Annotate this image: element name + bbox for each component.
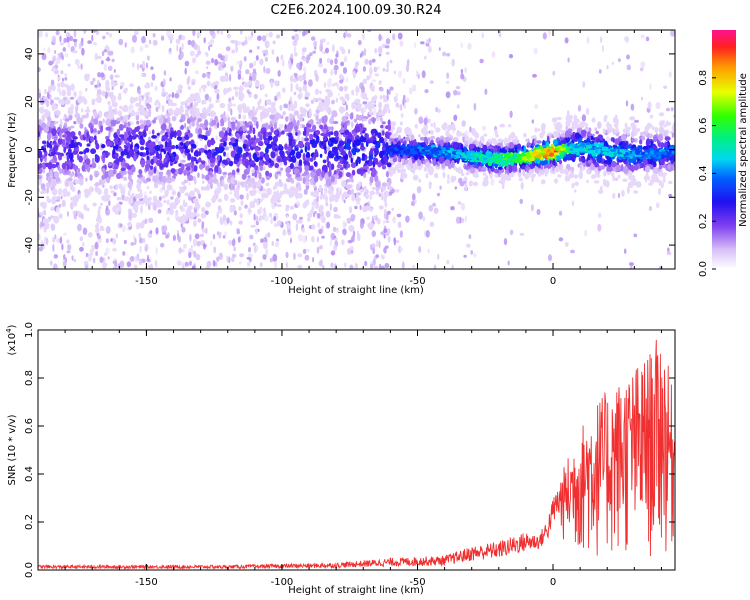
spectrogram-ytick-label: -20 [24,189,35,205]
spectrogram-ylabel: Frequency (Hz) [7,112,18,188]
colorbar-label: Normalized spectral amplitude [738,73,749,227]
snr-ytick-label: 0.6 [24,418,35,434]
spectrogram-ytick-label: 0 [24,146,35,152]
snr-frame [37,329,676,571]
snr-xtick-label: 0 [550,577,556,588]
snr-panel: -150 -100 -50 0 0.0 0.2 0.4 0.6 0.8 1.0 Height of… [5,322,676,596]
colorbar: 0.0 0.2 0.4 0.6 0.8 Normalized spectral ampl… [698,30,749,277]
colorbar-tick-label: 0.4 [698,165,709,181]
spectrogram-heatmap [38,30,675,269]
snr-ytick-label: 1.0 [24,322,35,338]
spectrogram-xtick-label: 0 [550,276,556,287]
snr-yscale-close: ) [7,324,18,328]
spectrogram-xtick-label: -50 [409,276,425,287]
colorbar-tick-label: 0.2 [698,213,709,229]
colorbar-ticks: 0.0 0.2 0.4 0.6 0.8 [698,70,716,277]
snr-yscale-base: (x10 [7,333,18,356]
snr-series-line [38,339,675,570]
figure-title: C2E6.2024.100.09.30.R24 [270,3,441,18]
spectrogram-ytick-label: 40 [24,48,35,61]
snr-line-series [38,339,675,570]
spectrogram-panel: -150 -100 -50 0 -40 -20 0 20 40 Height of straig… [7,29,676,296]
snr-xtick-label: -100 [271,577,294,588]
spectrogram-xlabel: Height of straight line (km) [288,285,424,296]
spectrogram-xtick-label: -150 [135,276,158,287]
snr-yscale-exp: 4 [5,328,13,333]
colorbar-tick-label: 0.0 [698,261,709,277]
snr-ytick-label: 0.8 [24,370,35,386]
snr-xtick-label: -150 [135,577,158,588]
snr-ytick-label: 0.2 [24,514,35,530]
colorbar-gradient [712,30,736,269]
snr-xlabel: Height of straight line (km) [288,585,424,596]
snr-ytick-label: 0.4 [24,466,35,482]
snr-xtick-label: -50 [409,577,425,588]
snr-yscale-label: (x104) [5,324,18,355]
spectrogram-xtick-label: -100 [271,276,294,287]
spectrogram-ytick-label: -40 [24,237,35,253]
spectrogram-ytick-label: 20 [24,95,35,108]
colorbar-tick-label: 0.8 [698,70,709,86]
snr-ytick-label: 0.0 [24,562,35,578]
snr-ylabel: SNR (10 * v/v) [7,414,18,485]
snr-axes: -150 -100 -50 0 0.0 0.2 0.4 0.6 0.8 1.0 [24,322,675,588]
colorbar-tick-label: 0.6 [698,118,709,134]
spectrogram-axes: -150 -100 -50 0 -40 -20 0 20 40 [24,30,675,287]
